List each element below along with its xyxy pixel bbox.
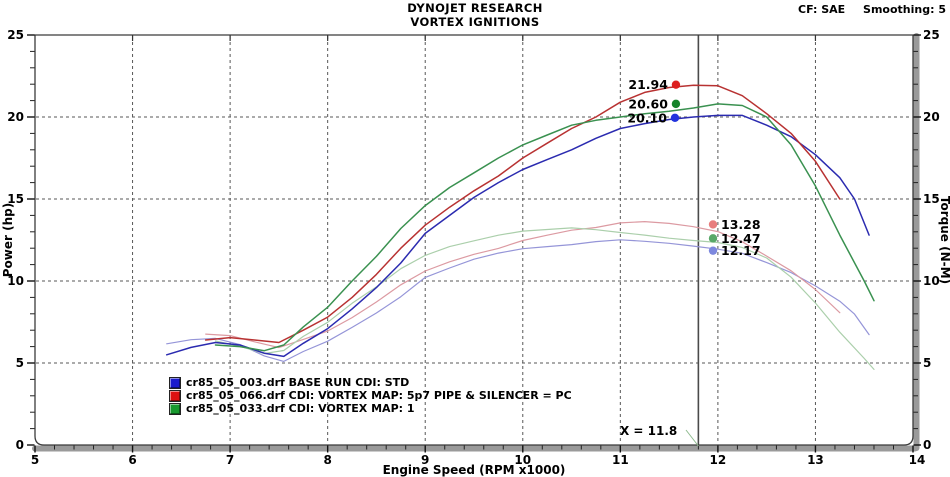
- legend-item-base-run: cr85_05_003.drf BASE RUN CDI: STD: [169, 376, 572, 389]
- legend-swatch-red: [169, 389, 181, 402]
- x-axis-tick-label: 5: [31, 453, 39, 467]
- marker-dot-power-base: [670, 113, 680, 123]
- marker-value-power-map1: 20.60: [628, 96, 668, 111]
- x-axis-tick-label: 8: [323, 453, 331, 467]
- left-axis-tick-label: 15: [7, 192, 24, 206]
- left-axis-tick-label: 10: [7, 274, 24, 288]
- right-axis-tick-label: 15: [923, 192, 940, 206]
- smoothing-label: Smoothing: 5: [863, 3, 946, 16]
- chart-title-line2: VORTEX IGNITIONS: [410, 15, 540, 29]
- x-axis-tick-label: 10: [514, 453, 531, 467]
- series-curve-power-base: [165, 114, 870, 358]
- legend-label-map-1: cr85_05_033.drf CDI: VORTEX MAP: 1: [186, 402, 415, 415]
- x-axis-tick-label: 7: [226, 453, 234, 467]
- marker-dot-power-map1: [671, 99, 681, 109]
- marker-dot-torque-map5p7: [708, 220, 718, 229]
- marker-dot-torque-base: [708, 246, 718, 255]
- left-axis-tick-label: 20: [7, 110, 24, 124]
- legend-label-map-5p7: cr85_05_066.drf CDI: VORTEX MAP: 5p7 PIP…: [186, 389, 572, 402]
- cursor-callout-line: [685, 429, 699, 447]
- left-axis-tick-label: 25: [7, 28, 24, 42]
- plot-frame: [34, 34, 914, 446]
- series-curve-power-map5p7: [204, 84, 841, 344]
- right-axis-tick-label: 0: [923, 438, 931, 452]
- legend-item-map-5p7: cr85_05_066.drf CDI: VORTEX MAP: 5p7 PIP…: [169, 389, 572, 402]
- x-axis-tick-label: 6: [128, 453, 136, 467]
- right-axis-tick-label: 5: [923, 356, 931, 370]
- series-curve-torque-base: [166, 239, 870, 362]
- marker-value-torque-base: 12.17: [721, 243, 761, 258]
- legend-item-map-1: cr85_05_033.drf CDI: VORTEX MAP: 1: [169, 402, 572, 415]
- series-curve-torque-map1: [214, 227, 875, 370]
- x-axis-tick-label: 9: [421, 453, 429, 467]
- right-axis-tick-label: 10: [923, 274, 940, 288]
- marker-value-power-map5p7: 21.94: [628, 77, 668, 92]
- correction-info: CF: SAE Smoothing: 5: [798, 3, 946, 16]
- left-axis-tick-label: 0: [16, 438, 24, 452]
- x-axis-tick-label: 14: [909, 453, 926, 467]
- chart-legend: cr85_05_003.drf BASE RUN CDI: STD cr85_0…: [169, 376, 572, 415]
- left-axis-tick-label: 5: [16, 356, 24, 370]
- marker-dot-torque-map1: [708, 234, 718, 243]
- chart-header: DYNOJET RESEARCH VORTEX IGNITIONS: [0, 1, 950, 29]
- cursor-x-readout: X = 11.8: [620, 424, 677, 438]
- legend-label-base-run: cr85_05_003.drf BASE RUN CDI: STD: [186, 376, 410, 389]
- right-axis-tick-label: 20: [923, 110, 940, 124]
- y-axis-title-torque: Torque (N-M): [938, 196, 950, 284]
- x-axis-tick-label: 13: [807, 453, 824, 467]
- legend-swatch-blue: [169, 376, 181, 389]
- marker-value-torque-map1: 12.47: [721, 231, 761, 246]
- x-axis-title: Engine Speed (RPM x1000): [383, 463, 566, 477]
- correction-factor-label: CF: SAE: [798, 3, 846, 16]
- y-axis-title-power: Power (hp): [1, 203, 15, 277]
- legend-swatch-green: [169, 402, 181, 415]
- x-axis-tick-label: 11: [612, 453, 629, 467]
- series-curve-power-map1: [214, 103, 875, 352]
- marker-dot-power-map5p7: [671, 80, 681, 89]
- marker-value-torque-map5p7: 13.28: [721, 217, 761, 232]
- marker-value-power-base: 20.10: [627, 110, 667, 125]
- right-axis-bar: [913, 33, 920, 451]
- series-curve-torque-map5p7: [205, 221, 841, 349]
- x-axis-tick-label: 12: [710, 453, 727, 467]
- x-axis-bar: [32, 445, 918, 452]
- chart-title-line1: DYNOJET RESEARCH: [407, 1, 543, 15]
- right-axis-tick-label: 25: [923, 28, 940, 42]
